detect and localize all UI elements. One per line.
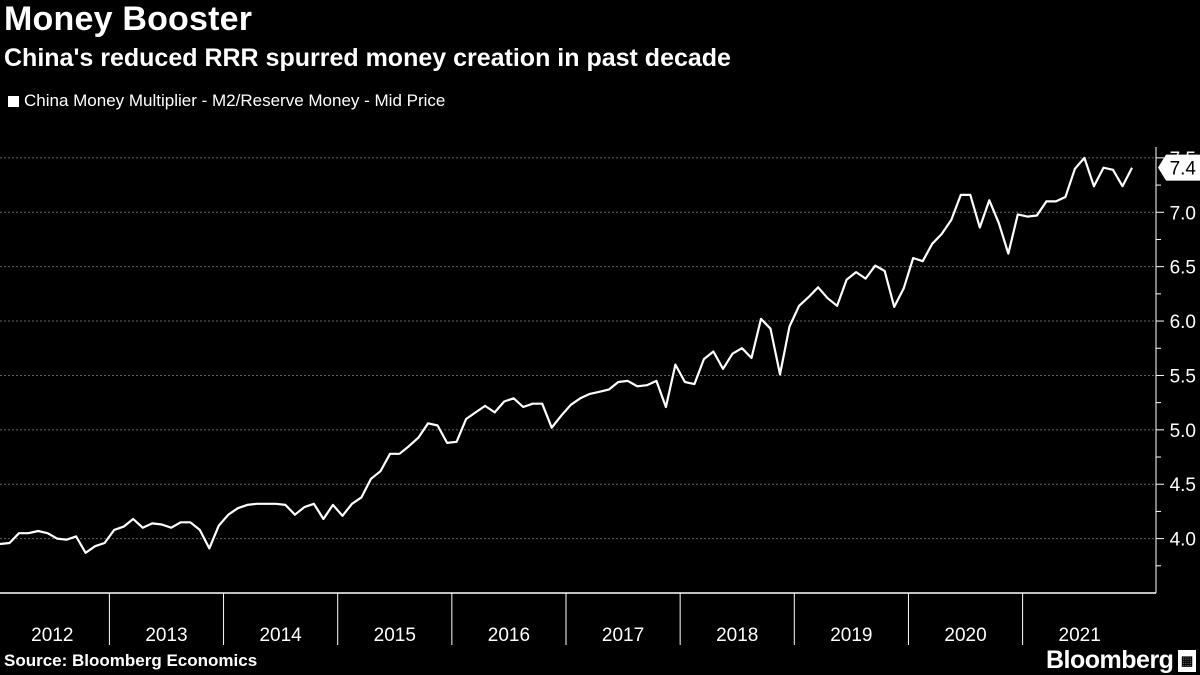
y-tick-label: 4.0 — [1170, 530, 1196, 551]
x-tick-label: 2014 — [259, 625, 302, 646]
last-value-label: 7.4 — [1170, 159, 1197, 180]
x-tick-label: 2017 — [602, 625, 644, 646]
x-tick-label: 2016 — [488, 625, 530, 646]
y-tick-label: 6.0 — [1170, 312, 1196, 333]
chart-subtitle: China's reduced RRR spurred money creati… — [4, 44, 731, 72]
source-note: Source: Bloomberg Economics — [4, 651, 258, 670]
y-tick-label: 7.0 — [1170, 203, 1196, 224]
bloomberg-mark-icon: ▦ — [1178, 650, 1196, 672]
x-tick-label: 2019 — [830, 625, 872, 646]
y-tick-label: 4.5 — [1170, 475, 1196, 496]
y-tick-label: 5.0 — [1170, 421, 1196, 442]
legend-label: China Money Multiplier - M2/Reserve Mone… — [24, 91, 446, 110]
x-tick-label: 2020 — [944, 625, 986, 646]
x-tick-label: 2021 — [1059, 625, 1101, 646]
x-tick-label: 2013 — [145, 625, 187, 646]
bloomberg-logo: Bloomberg — [1046, 646, 1174, 674]
x-tick-label: 2015 — [374, 625, 416, 646]
x-tick-label: 2018 — [716, 625, 758, 646]
x-tick-label: 2012 — [31, 625, 73, 646]
last-value-tag — [1158, 154, 1200, 181]
chart-title: Money Booster — [4, 0, 253, 38]
legend-swatch — [8, 95, 19, 107]
y-tick-label: 5.5 — [1170, 366, 1196, 387]
series-line — [0, 156, 1133, 554]
legend: China Money Multiplier - M2/Reserve Mone… — [8, 91, 445, 111]
y-tick-label: 6.5 — [1170, 258, 1196, 279]
